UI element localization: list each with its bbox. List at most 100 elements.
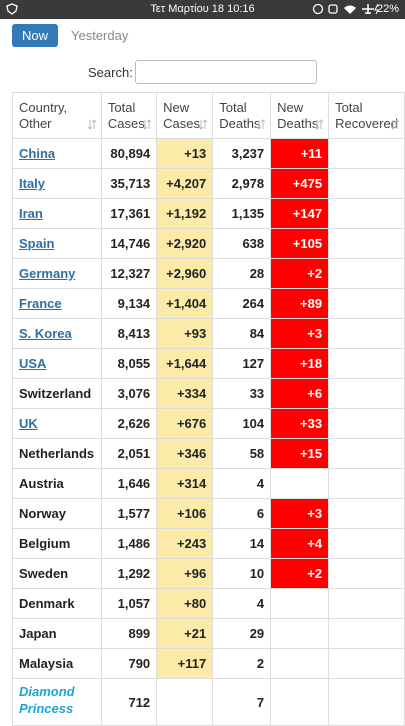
header-text: Total Cases bbox=[107, 99, 145, 131]
cell bbox=[328, 438, 405, 469]
country-name[interactable]: Germany bbox=[12, 258, 102, 289]
country-name[interactable]: Spain bbox=[12, 228, 102, 259]
cell: 264 bbox=[212, 288, 272, 319]
cell bbox=[328, 618, 405, 649]
cell: 6 bbox=[212, 498, 272, 529]
country-name: Belgium bbox=[12, 528, 102, 559]
cell: 712 bbox=[100, 678, 158, 726]
column-header[interactable]: Total Recovered bbox=[328, 92, 405, 139]
column-header[interactable]: Total Cases bbox=[100, 92, 158, 139]
cell bbox=[328, 348, 405, 379]
cell bbox=[328, 198, 405, 229]
country-name: Diamond Princess bbox=[12, 678, 102, 726]
cell bbox=[328, 318, 405, 349]
column-header[interactable]: New Cases bbox=[156, 92, 214, 139]
cell: +676 bbox=[156, 408, 214, 439]
column-header[interactable]: Country, Other bbox=[12, 92, 102, 139]
table-row: Denmark 1,057 +80 4 bbox=[12, 588, 405, 619]
table-row: France 9,134 +1,404 264 +89 bbox=[12, 288, 405, 319]
table-row: China 80,894 +13 3,237 +11 bbox=[12, 138, 405, 169]
cell: 8,413 bbox=[100, 318, 158, 349]
cell: 17,361 bbox=[100, 198, 158, 229]
cell bbox=[328, 528, 405, 559]
country-name[interactable]: UK bbox=[12, 408, 102, 439]
cell: 7 bbox=[212, 678, 272, 726]
cell bbox=[328, 408, 405, 439]
cell: 1,486 bbox=[100, 528, 158, 559]
table-row: Malaysia 790 +117 2 bbox=[12, 648, 405, 679]
country-name[interactable]: Iran bbox=[12, 198, 102, 229]
status-bar: Τετ Μαρτίου 18 10:16 22% bbox=[0, 0, 405, 19]
sort-icon bbox=[87, 119, 97, 130]
cell: +147 bbox=[270, 198, 330, 229]
cell bbox=[328, 228, 405, 259]
cell bbox=[270, 678, 330, 726]
cell: 12,327 bbox=[100, 258, 158, 289]
table-row: Germany 12,327 +2,960 28 +2 bbox=[12, 258, 405, 289]
table-row: Diamond Princess 712 7 bbox=[12, 678, 405, 726]
cell bbox=[328, 678, 405, 726]
cell: 84 bbox=[212, 318, 272, 349]
header-text: Total Recovered bbox=[335, 99, 398, 131]
cell: +21 bbox=[156, 618, 214, 649]
cell: +1,404 bbox=[156, 288, 214, 319]
tab-yesterday[interactable]: Yesterday bbox=[71, 28, 129, 43]
table-row: Spain 14,746 +2,920 638 +105 bbox=[12, 228, 405, 259]
cell: +243 bbox=[156, 528, 214, 559]
cell: +96 bbox=[156, 558, 214, 589]
table-row: Austria 1,646 +314 4 bbox=[12, 468, 405, 499]
cell bbox=[270, 648, 330, 679]
header-text: Country, Other bbox=[19, 99, 68, 131]
cell: +15 bbox=[270, 438, 330, 469]
table-row: UK 2,626 +676 104 +33 bbox=[12, 408, 405, 439]
cell: 1,292 bbox=[100, 558, 158, 589]
cell: +117 bbox=[156, 648, 214, 679]
cell bbox=[328, 648, 405, 679]
country-name[interactable]: USA bbox=[12, 348, 102, 379]
table-row: Belgium 1,486 +243 14 +4 bbox=[12, 528, 405, 559]
cell: +105 bbox=[270, 228, 330, 259]
country-name: Norway bbox=[12, 498, 102, 529]
shield-icon bbox=[6, 3, 18, 15]
country-name: Netherlands bbox=[12, 438, 102, 469]
header-text: New Deaths bbox=[277, 99, 319, 131]
cell: +106 bbox=[156, 498, 214, 529]
table-row: Norway 1,577 +106 6 +3 bbox=[12, 498, 405, 529]
country-name[interactable]: China bbox=[12, 138, 102, 169]
country-name: Austria bbox=[12, 468, 102, 499]
cell: +6 bbox=[270, 378, 330, 409]
header-row: Country, Other Total Cases New Cases Total … bbox=[12, 92, 405, 139]
search-input[interactable] bbox=[135, 60, 317, 84]
cell bbox=[270, 618, 330, 649]
cell: +2,960 bbox=[156, 258, 214, 289]
country-name[interactable]: Italy bbox=[12, 168, 102, 199]
cell bbox=[270, 588, 330, 619]
column-header[interactable]: Total Deaths bbox=[212, 92, 272, 139]
data-table: Country, Other Total Cases New Cases Total … bbox=[12, 92, 405, 726]
cell bbox=[328, 168, 405, 199]
cell: +334 bbox=[156, 378, 214, 409]
search-label: Search: bbox=[88, 65, 133, 80]
cell bbox=[328, 558, 405, 589]
cell: 9,134 bbox=[100, 288, 158, 319]
column-header[interactable]: New Deaths bbox=[270, 92, 330, 139]
country-name[interactable]: S. Korea bbox=[12, 318, 102, 349]
cell: 1,577 bbox=[100, 498, 158, 529]
cell bbox=[270, 468, 330, 499]
table-row: Sweden 1,292 +96 10 +2 bbox=[12, 558, 405, 589]
status-icons bbox=[312, 3, 379, 15]
country-name[interactable]: France bbox=[12, 288, 102, 319]
table-row: Italy 35,713 +4,207 2,978 +475 bbox=[12, 168, 405, 199]
cell: 14,746 bbox=[100, 228, 158, 259]
cell: 127 bbox=[212, 348, 272, 379]
cell: +1,192 bbox=[156, 198, 214, 229]
country-name: Switzerland bbox=[12, 378, 102, 409]
cell bbox=[328, 378, 405, 409]
tab-now[interactable]: Now bbox=[12, 24, 58, 47]
cell: +2 bbox=[270, 258, 330, 289]
cell bbox=[328, 288, 405, 319]
table-row: USA 8,055 +1,644 127 +18 bbox=[12, 348, 405, 379]
clock: Τετ Μαρτίου 18 10:16 bbox=[150, 3, 255, 15]
cell: 1,646 bbox=[100, 468, 158, 499]
